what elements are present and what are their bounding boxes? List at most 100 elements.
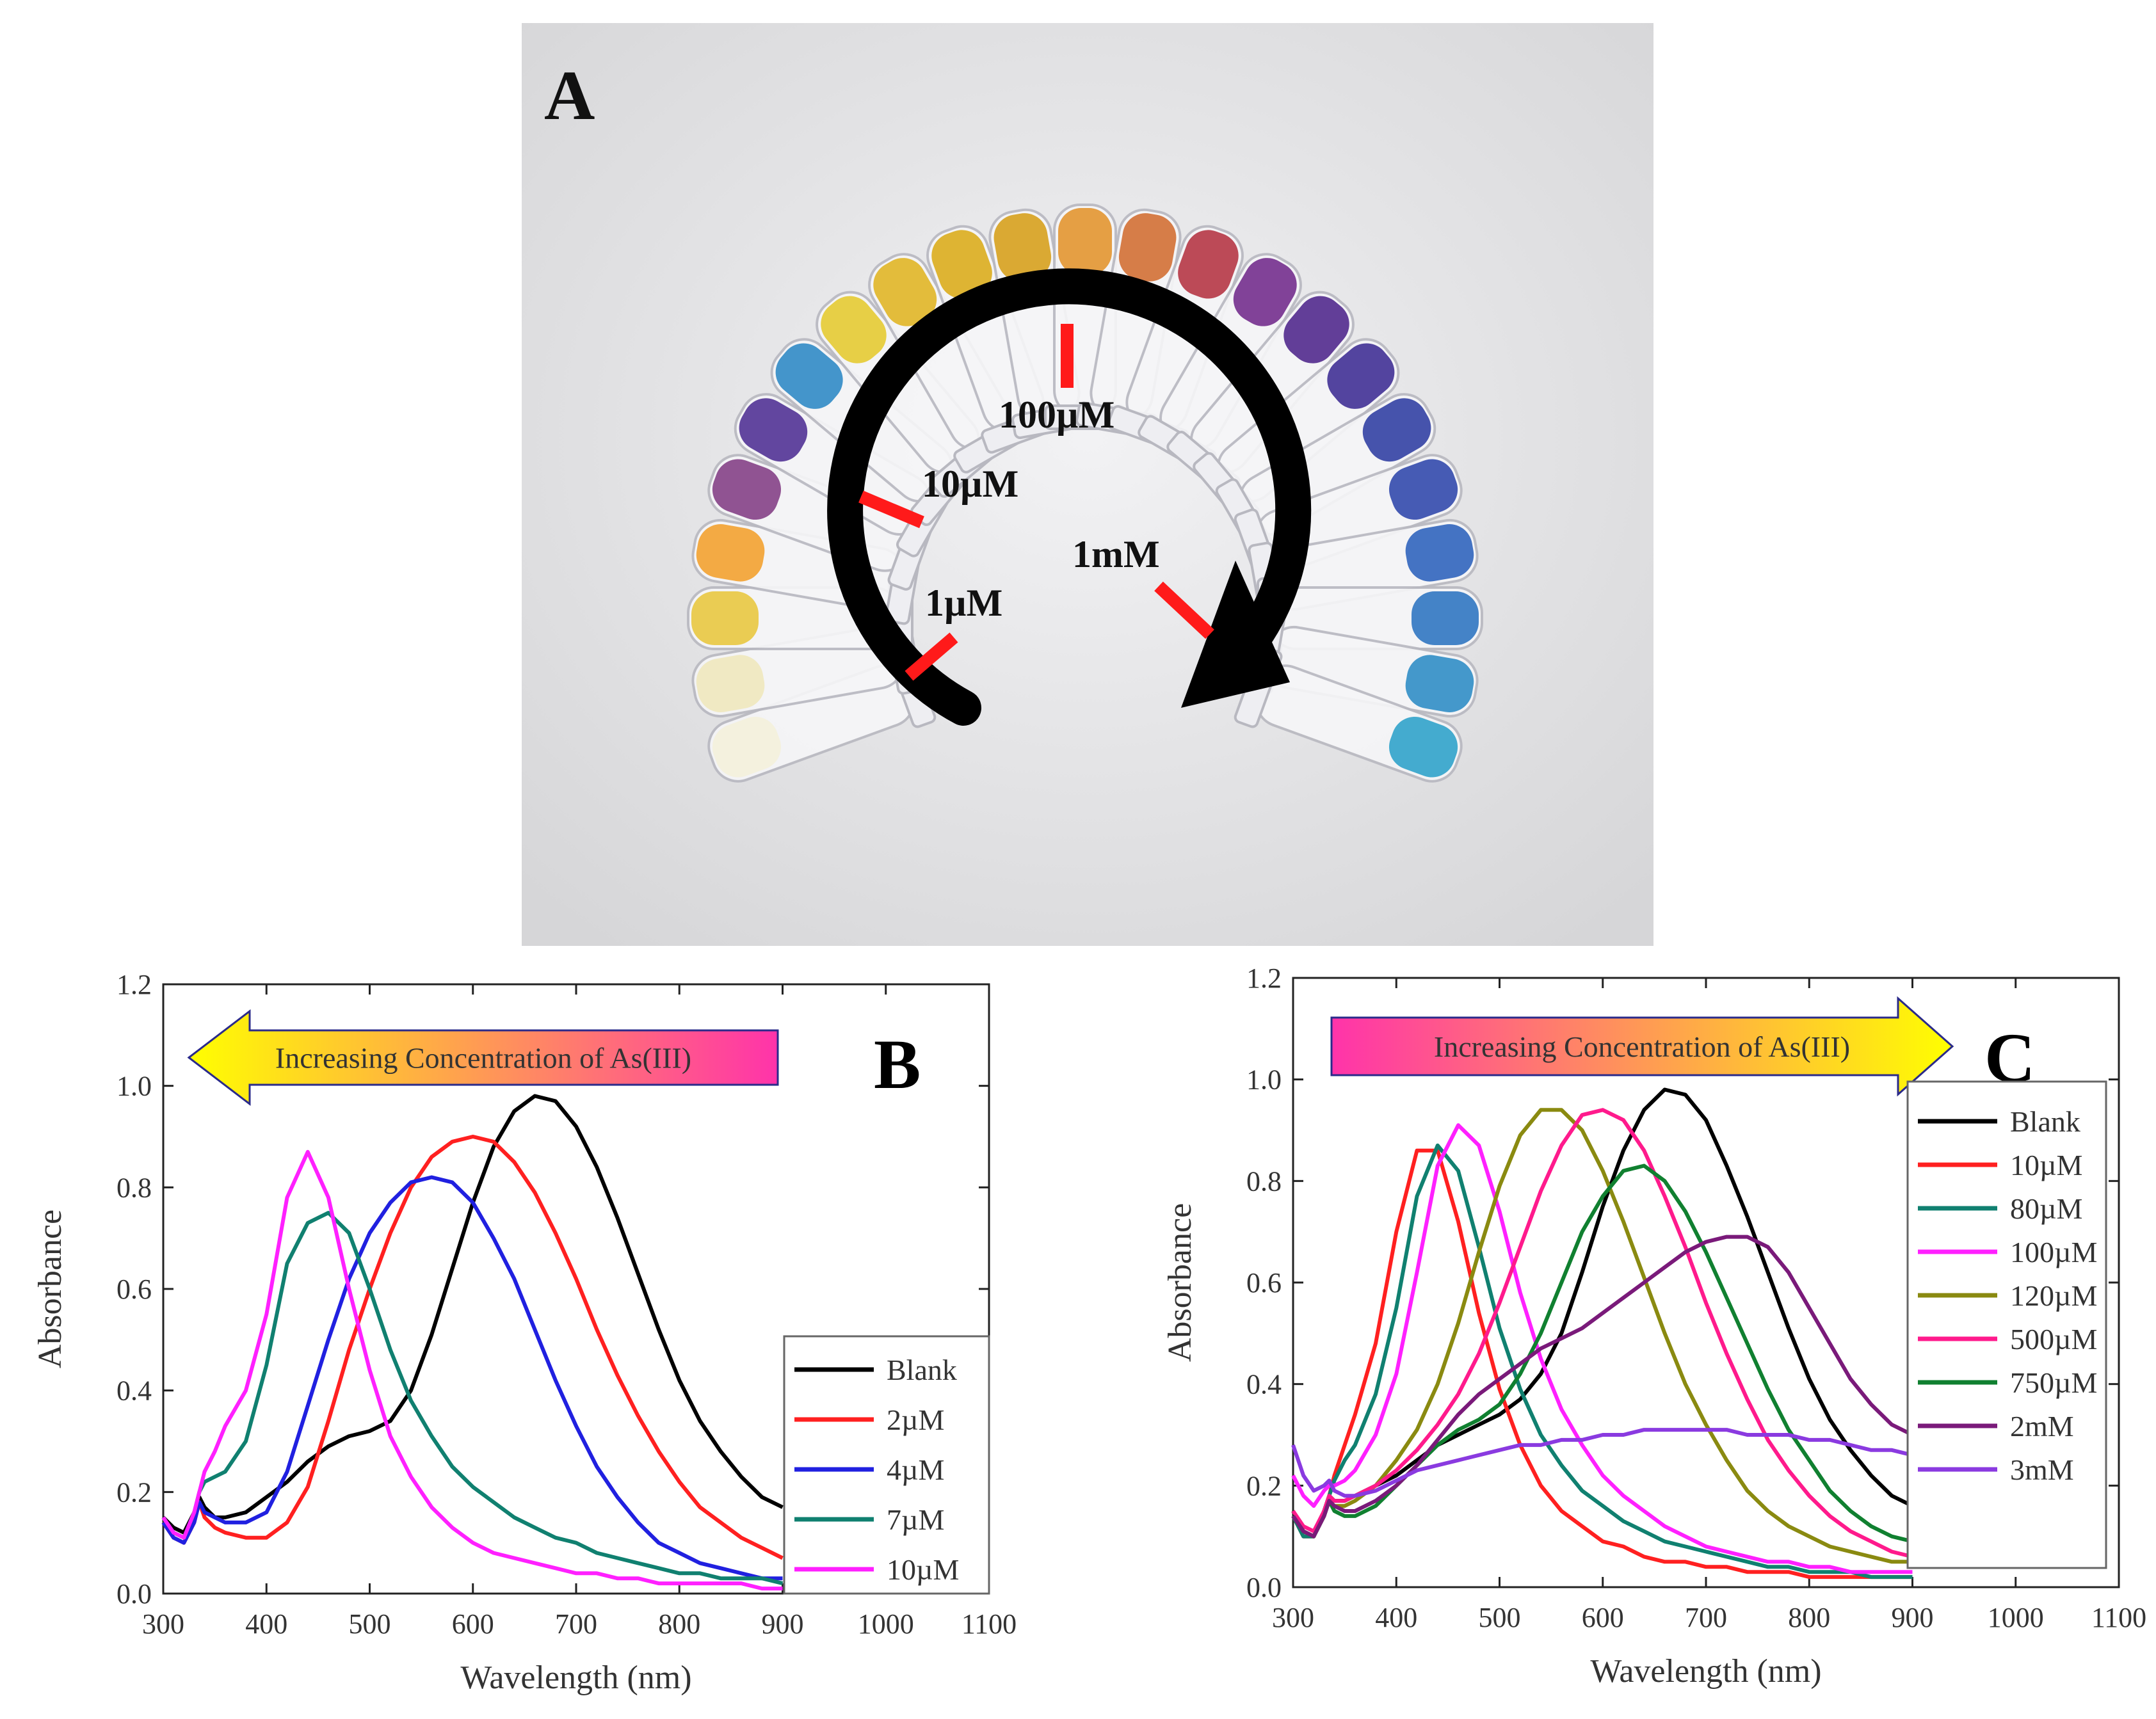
tube-liquid — [873, 258, 937, 326]
chart-c: 300 400 500 600 700 800 900 1000 1100 0.0 0.2 0.4 0.… — [1162, 963, 2146, 1690]
tube-photo: 100µM 10µM 1µM 1mM A — [522, 23, 1653, 946]
banner-arrow — [1330, 996, 1954, 1097]
series-line-100µM — [1291, 1123, 1913, 1574]
chart-b: 300 400 500 600 700 800 900 1000 1100 0.0 0.2 0.4 0.… — [32, 969, 1017, 1696]
x-tick-label: 600 — [452, 1608, 494, 1640]
y-tick-label: 0.8 — [1246, 1165, 1282, 1197]
tube-liquid — [775, 343, 843, 409]
circular-arrow — [827, 268, 1312, 726]
series-line-10µM — [1291, 1148, 1913, 1579]
tube-liquid — [931, 230, 992, 299]
x-tick-label: 500 — [349, 1608, 391, 1640]
photo-background — [522, 23, 1653, 946]
tube-liquid — [739, 398, 808, 462]
y-tick-label: 0.4 — [117, 1375, 152, 1407]
y-tick-label: 0.0 — [1246, 1572, 1282, 1603]
x-tick-label: 600 — [1582, 1602, 1624, 1633]
marker-label-1mm: 1mM — [1072, 533, 1160, 575]
series-line-2µM — [161, 1135, 784, 1560]
legend-label: 2µM — [887, 1403, 944, 1436]
x-axis-label: Wavelength (nm) — [460, 1659, 691, 1696]
tube-liquid — [1388, 459, 1458, 520]
tube-liquid — [1405, 655, 1474, 712]
x-tick-label: 300 — [1272, 1602, 1314, 1633]
legend-label: 4µM — [887, 1453, 944, 1486]
tube-liquid — [994, 213, 1052, 282]
legend-label: 2mM — [2010, 1410, 2074, 1443]
legend-label: 7µM — [887, 1503, 944, 1536]
y-axis-label: Absorbance — [32, 1210, 68, 1368]
series-line-2mM — [1291, 1235, 1913, 1539]
banner-text: Increasing Concentration of As(III) — [1434, 1030, 1850, 1063]
x-tick-label: 800 — [1788, 1602, 1830, 1633]
tube-ring — [687, 204, 1483, 783]
legend-label: 120µM — [2010, 1279, 2097, 1312]
x-tick-label: 700 — [1685, 1602, 1727, 1633]
y-tick-label: 1.0 — [1246, 1064, 1282, 1096]
legend-label: 3mM — [2010, 1453, 2074, 1486]
x-tick-label: 400 — [1375, 1602, 1417, 1633]
legend-label: Blank — [887, 1354, 957, 1386]
x-tick-label: 800 — [658, 1608, 700, 1640]
legend-box — [783, 1335, 990, 1595]
y-tick-label: 1.2 — [1246, 963, 1282, 994]
marker-label-100um: 100µM — [999, 394, 1114, 436]
marker-tick-1um — [905, 632, 958, 681]
y-axis-label: Absorbance — [1162, 1203, 1198, 1362]
series-line-750µM — [1291, 1163, 1913, 1544]
banner-text: Increasing Concentration of As(III) — [275, 1042, 691, 1075]
series-line-3mM — [1291, 1428, 1913, 1498]
panel-label-a: A — [544, 56, 595, 134]
banner-arrow — [187, 1009, 779, 1107]
legend-label: 10µM — [2010, 1149, 2082, 1181]
x-tick-label: 900 — [762, 1608, 804, 1640]
y-tick-label: 1.2 — [117, 969, 152, 1000]
y-tick-label: 0.8 — [117, 1172, 152, 1203]
tube-liquid — [691, 591, 759, 645]
y-tick-label: 0.6 — [1246, 1267, 1282, 1299]
panel-label: B — [874, 1025, 921, 1103]
y-tick-label: 0.2 — [117, 1476, 152, 1508]
tube-liquid — [1388, 716, 1458, 778]
legend-label: 10µM — [887, 1553, 959, 1586]
y-tick-label: 0.6 — [117, 1274, 152, 1305]
marker-tick-1mm — [1154, 581, 1214, 639]
y-tick-label: 1.0 — [117, 1071, 152, 1102]
tube-liquid — [1118, 213, 1177, 282]
marker-tick-10um — [858, 490, 924, 529]
y-tick-label: 0.2 — [1246, 1470, 1282, 1501]
tube-liquid — [1283, 296, 1349, 364]
photo-panel-a: 100µM 10µM 1µM 1mM A — [522, 23, 1653, 946]
x-tick-label: 500 — [1479, 1602, 1521, 1633]
y-tick-label: 0.0 — [117, 1578, 152, 1610]
x-axis-label: Wavelength (nm) — [1590, 1653, 1821, 1690]
x-tick-label: 1000 — [1988, 1602, 2044, 1633]
tube-liquid — [696, 655, 765, 712]
series-line-4µM — [161, 1175, 783, 1581]
marker-label-10um: 10µM — [922, 463, 1018, 505]
x-tick-label: 400 — [245, 1608, 287, 1640]
series-line-7µM — [161, 1211, 784, 1586]
x-tick-label: 900 — [1892, 1602, 1934, 1633]
series-line-10µM — [161, 1149, 783, 1591]
tube-liquid — [712, 459, 782, 520]
tube-liquid — [712, 716, 782, 778]
tube-liquid — [821, 296, 887, 364]
tube-liquid — [1412, 591, 1479, 645]
series-line-500µM — [1291, 1108, 1913, 1559]
tube-liquid — [1178, 230, 1239, 299]
legend-label: Blank — [2010, 1105, 2080, 1138]
x-tick-label: 1100 — [961, 1608, 1017, 1640]
x-tick-label: 700 — [555, 1608, 597, 1640]
legend-box — [1906, 1080, 2107, 1569]
tube-liquid — [1362, 398, 1431, 462]
tube-liquid — [1405, 524, 1474, 582]
y-tick-label: 0.4 — [1246, 1369, 1282, 1400]
legend-label: 80µM — [2010, 1192, 2082, 1225]
tube-liquid — [696, 524, 765, 582]
series-line-Blank — [161, 1094, 784, 1535]
arrow-head — [1181, 561, 1290, 708]
tube-liquid — [1233, 258, 1297, 326]
legend-label: 750µM — [2010, 1366, 2097, 1399]
marker-label-1um: 1µM — [925, 582, 1002, 624]
